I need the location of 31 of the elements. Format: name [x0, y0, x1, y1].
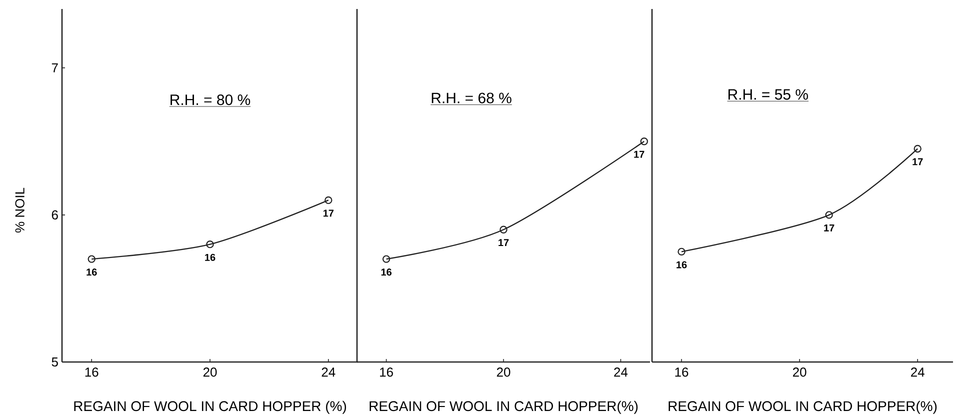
y-tick-label: 7 [52, 63, 58, 72]
annotation: 16 [381, 268, 392, 276]
x-tick-label: 20 [792, 368, 806, 377]
x-tick-label: 20 [496, 368, 510, 377]
y-tick-label: 5 [52, 357, 58, 367]
annotation: 16 [676, 261, 687, 268]
annotation: 17 [912, 158, 923, 166]
x-tick-label: 20 [203, 368, 217, 377]
y-axis-title: % NOIL [15, 188, 24, 232]
point [206, 240, 214, 248]
x-axis-title: REGAIN OF WOOL IN CARD HOPPER(%) [668, 400, 937, 414]
annotation: 16 [205, 254, 216, 261]
point [324, 196, 332, 204]
annotation: R.H. = 68 % [432, 92, 512, 104]
x-tick-label: 24 [911, 368, 924, 377]
y-tick-label: 6 [52, 210, 58, 220]
x-tick-label: 16 [85, 368, 98, 377]
x-tick-label: 24 [614, 368, 628, 377]
x-axis-title: REGAIN OF WOOL IN CARD HOPPER(%) [370, 400, 638, 414]
x-axis-title: REGAIN OF WOOL IN CARD HOPPER (%) [74, 400, 346, 414]
annotation: R.H. = 80 % [170, 94, 250, 106]
annotation: 17 [634, 150, 644, 158]
x-tick-label: 16 [380, 368, 393, 377]
annotation: 16 [86, 268, 97, 276]
annotation: 17 [498, 239, 509, 246]
annotation: 17 [323, 210, 334, 217]
x-tick-label: 16 [675, 368, 688, 377]
annotation: 17 [824, 224, 834, 232]
annotation: R.H. = 55 % [728, 89, 808, 100]
point [88, 255, 96, 263]
x-tick-label: 24 [322, 368, 336, 377]
